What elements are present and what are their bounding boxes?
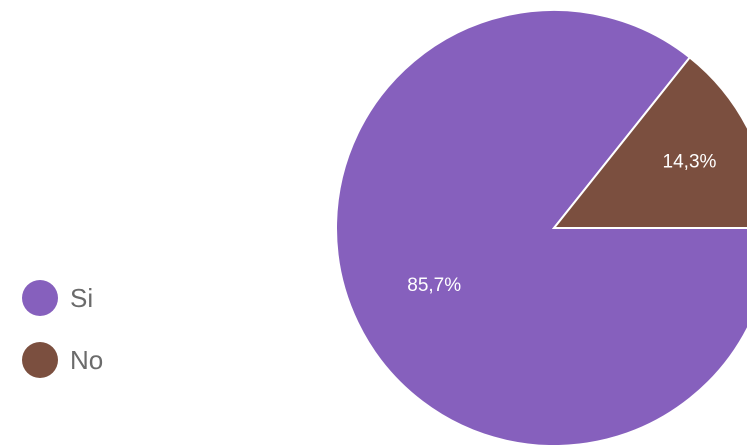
legend-swatch-si <box>22 280 58 316</box>
legend-swatch-no <box>22 342 58 378</box>
legend-label-si: Si <box>70 282 94 313</box>
legend: Si No <box>22 280 103 378</box>
slice-label-si: 85,7% <box>407 275 461 296</box>
pie-slice-si <box>335 9 747 445</box>
legend-label-no: No <box>70 344 104 375</box>
legend-item-no: No <box>22 342 103 378</box>
legend-item-si: Si <box>22 280 103 316</box>
pie-slice-no <box>551 56 747 229</box>
slice-label-no: 14,3% <box>663 152 717 173</box>
